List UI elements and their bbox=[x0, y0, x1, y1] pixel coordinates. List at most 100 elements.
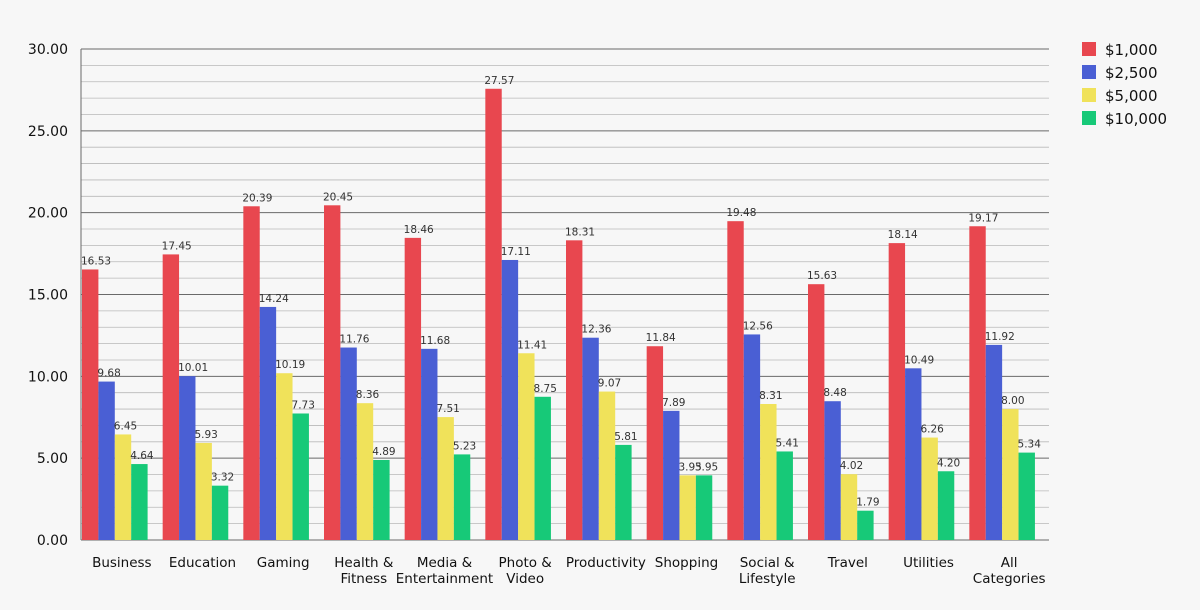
data-label: 8.31 bbox=[759, 390, 782, 402]
x-tick-label-line: Photo & bbox=[499, 555, 553, 571]
x-tick-label-line: Health & bbox=[334, 555, 394, 571]
x-tick-label-line: Social & bbox=[740, 555, 795, 571]
bar bbox=[211, 485, 229, 540]
x-tick-label: Business bbox=[92, 555, 152, 571]
data-label: 3.95 bbox=[695, 461, 718, 473]
data-label: 10.19 bbox=[275, 359, 305, 371]
legend-swatch bbox=[1082, 65, 1096, 79]
bar bbox=[582, 337, 599, 540]
grid-lines bbox=[81, 48, 1049, 541]
x-tick-label: Education bbox=[169, 555, 236, 571]
legend-label: $10,000 bbox=[1105, 110, 1167, 128]
bar bbox=[615, 444, 632, 540]
bar bbox=[646, 346, 664, 540]
data-label: 11.68 bbox=[420, 335, 450, 347]
bar bbox=[921, 437, 938, 540]
bar bbox=[501, 259, 519, 540]
bar bbox=[453, 454, 471, 540]
bar bbox=[808, 284, 825, 540]
bar bbox=[857, 510, 874, 540]
bar bbox=[421, 348, 438, 540]
bar bbox=[162, 254, 180, 540]
bar bbox=[776, 451, 793, 540]
data-label: 11.92 bbox=[985, 331, 1015, 343]
bar bbox=[131, 464, 148, 540]
bar bbox=[82, 269, 99, 540]
bar bbox=[404, 237, 422, 540]
data-label: 5.93 bbox=[194, 429, 217, 441]
data-label: 19.17 bbox=[968, 212, 998, 224]
data-label: 27.57 bbox=[484, 75, 514, 87]
bar bbox=[243, 206, 260, 540]
legend-label: $5,000 bbox=[1105, 87, 1158, 105]
bar bbox=[195, 442, 212, 540]
data-label: 4.89 bbox=[372, 446, 395, 458]
x-tick-label-line: Productivity bbox=[566, 555, 646, 571]
bar bbox=[679, 475, 696, 540]
bar bbox=[98, 381, 115, 540]
x-tick-label-line: All bbox=[1001, 555, 1018, 571]
data-label: 15.63 bbox=[807, 270, 837, 282]
y-tick-label: 0.00 bbox=[37, 533, 68, 549]
data-label: 16.53 bbox=[81, 255, 111, 267]
x-tick-label-line: Business bbox=[92, 555, 152, 571]
x-tick-label-line: Entertainment bbox=[396, 571, 493, 587]
data-label: 5.41 bbox=[776, 437, 799, 449]
bar bbox=[695, 475, 713, 540]
bar bbox=[743, 334, 761, 540]
bar bbox=[324, 205, 341, 540]
legend-swatch bbox=[1082, 42, 1096, 56]
y-tick-label: 5.00 bbox=[37, 451, 68, 467]
bar bbox=[824, 401, 841, 540]
y-axis: 0.00 5.00 10.00 15.00 20.00 25.00 30.00 bbox=[28, 42, 82, 549]
bar bbox=[1018, 452, 1035, 540]
data-label: 14.24 bbox=[259, 293, 289, 305]
data-label: 8.75 bbox=[534, 383, 557, 395]
bar bbox=[534, 396, 551, 540]
data-label: 8.00 bbox=[1001, 395, 1024, 407]
bar bbox=[760, 403, 777, 540]
data-label: 17.45 bbox=[162, 240, 192, 252]
bar bbox=[114, 434, 132, 540]
x-tick-label: Gaming bbox=[257, 555, 310, 571]
x-tick-label: Health & Fitness bbox=[334, 555, 394, 587]
bar bbox=[840, 474, 858, 540]
data-label: 17.11 bbox=[501, 246, 531, 258]
y-tick-label: 30.00 bbox=[28, 42, 68, 58]
bar bbox=[566, 240, 583, 540]
data-label: 10.49 bbox=[904, 354, 934, 366]
x-tick-label-line: Categories bbox=[973, 571, 1046, 587]
y-tick-label: 10.00 bbox=[28, 369, 68, 385]
y-tick-label: 20.00 bbox=[28, 206, 68, 222]
x-tick-label-line: Utilities bbox=[903, 555, 954, 571]
bar bbox=[179, 376, 196, 540]
bar bbox=[663, 410, 680, 540]
data-label: 5.81 bbox=[614, 431, 637, 443]
x-tick-label: Social & Lifestyle bbox=[739, 555, 796, 587]
data-label: 8.48 bbox=[823, 387, 846, 399]
data-label: 7.51 bbox=[436, 403, 459, 415]
x-tick-label-line: Shopping bbox=[655, 555, 718, 571]
y-tick-label: 25.00 bbox=[28, 124, 68, 140]
data-label: 10.01 bbox=[178, 362, 208, 374]
bars bbox=[82, 88, 1035, 540]
legend-swatch bbox=[1082, 111, 1096, 125]
data-label: 3.32 bbox=[211, 472, 234, 484]
data-label: 6.26 bbox=[920, 424, 944, 436]
data-label: 20.45 bbox=[323, 191, 353, 203]
data-label: 5.23 bbox=[453, 440, 476, 452]
data-label: 18.31 bbox=[565, 226, 595, 238]
bar bbox=[598, 391, 616, 540]
bar bbox=[437, 417, 454, 540]
data-label: 11.76 bbox=[339, 334, 369, 346]
x-tick-label-line: Education bbox=[169, 555, 236, 571]
x-tick-label: Travel bbox=[827, 555, 868, 571]
bar bbox=[518, 353, 535, 540]
x-tick-label-line: Gaming bbox=[257, 555, 310, 571]
bar bbox=[340, 347, 357, 540]
data-label: 18.14 bbox=[888, 229, 918, 241]
data-label: 19.48 bbox=[726, 207, 756, 219]
legend: $1,000 $2,500 $5,000 $10,000 bbox=[1082, 41, 1167, 128]
data-label: 11.84 bbox=[646, 332, 676, 344]
data-label: 18.46 bbox=[404, 224, 434, 236]
